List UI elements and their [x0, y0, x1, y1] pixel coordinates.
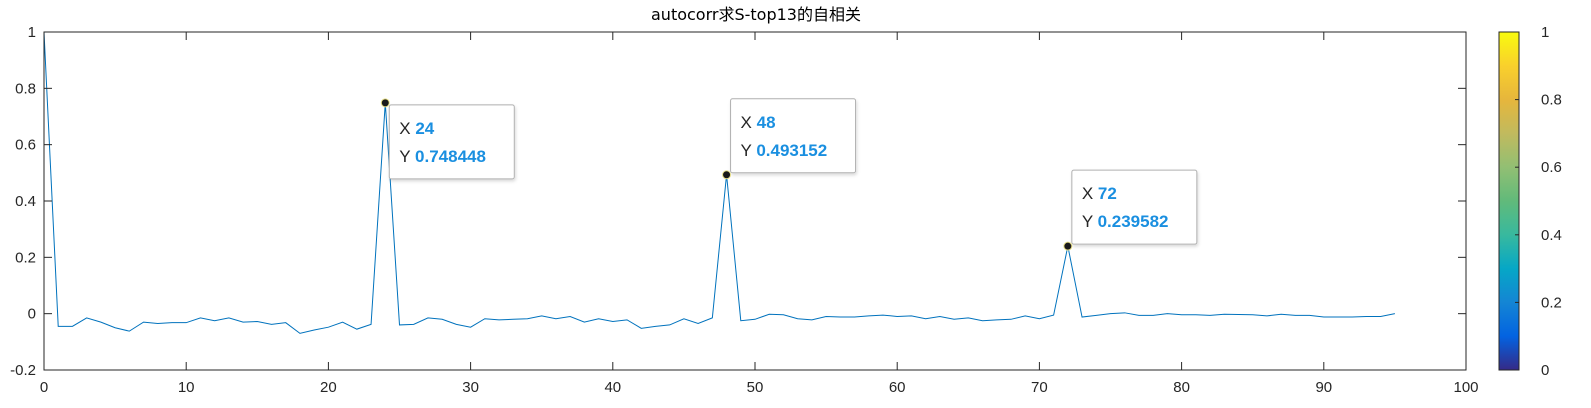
datatip-box — [388, 104, 515, 180]
y-tick-label: 0.2 — [15, 249, 36, 266]
x-tick-label: 50 — [747, 379, 764, 396]
datatip-x-row: X 24 — [399, 119, 435, 138]
datatip-x-label: X — [1082, 184, 1098, 203]
x-tick-label: 80 — [1173, 379, 1190, 396]
axes-layer: 0 10 20 30 40 50 60 70 80 90 100-0.200.20.40.60.81 — [10, 24, 1478, 396]
y-tick-label: 0.4 — [15, 193, 36, 210]
y-tick-label: 0.6 — [15, 137, 36, 154]
datatip: X 48Y 0.493152 — [722, 98, 857, 180]
datatip-x-value: 24 — [415, 119, 434, 138]
x-tick-label: 40 — [604, 379, 621, 396]
x-tick-label: 60 — [889, 379, 906, 396]
datatip-y-value: 0.493152 — [756, 141, 827, 160]
datatip-x-label: X — [399, 119, 415, 138]
y-tick-label: 1 — [28, 24, 36, 41]
datatip-y-label: Y — [741, 141, 757, 160]
datatip-marker — [1063, 241, 1073, 251]
datatip-y-row: Y 0.748448 — [399, 147, 486, 166]
chart-title: autocorr求S-top13的自相关 — [651, 5, 861, 24]
datatip-y-label: Y — [399, 147, 415, 166]
datatip-marker — [380, 98, 390, 108]
datatip-x-label: X — [741, 113, 757, 132]
x-tick-label: 30 — [462, 379, 479, 396]
colorbar-tick-label: 0.8 — [1541, 92, 1562, 109]
y-tick-label: 0 — [28, 306, 36, 323]
plot-area — [44, 32, 1466, 370]
datatip-marker — [722, 170, 732, 180]
datatip-x-value: 48 — [757, 113, 776, 132]
colorbar-tick-label: 0 — [1541, 362, 1549, 379]
series-line-0 — [43, 31, 1395, 334]
x-tick-label: 10 — [178, 379, 195, 396]
datatip-x-row: X 72 — [1082, 184, 1117, 203]
x-tick-label: 20 — [320, 379, 337, 396]
y-tick-label: -0.2 — [10, 362, 36, 379]
colorbar-tick-label: 0.4 — [1541, 227, 1562, 244]
datatip-y-row: Y 0.239582 — [1082, 212, 1169, 231]
datatip-y-value: 0.239582 — [1098, 212, 1169, 231]
datatip-y-row: Y 0.493152 — [741, 141, 828, 160]
x-tick-label: 100 — [1453, 379, 1478, 396]
colorbar-tick-label: 0.2 — [1541, 294, 1562, 311]
colorbar-tick-label: 1 — [1541, 24, 1549, 41]
x-tick-label: 70 — [1031, 379, 1048, 396]
datatip-x-row: X 48 — [741, 113, 776, 132]
x-tick-label: 90 — [1315, 379, 1332, 396]
colorbar: 0 0.2 0.4 0.6 0.8 1 — [1498, 24, 1562, 379]
colorbar-tick-label: 0.6 — [1541, 159, 1562, 176]
data-layer — [43, 31, 1395, 334]
x-tick-label: 0 — [40, 379, 48, 396]
datatip-x-value: 72 — [1098, 184, 1117, 203]
datatip: X 24Y 0.748448 — [380, 98, 515, 180]
datatip-box — [730, 98, 857, 174]
datatip-box — [1071, 169, 1198, 245]
y-tick-label: 0.8 — [15, 80, 36, 97]
colorbar-gradient — [1498, 31, 1520, 371]
datatip-y-value: 0.748448 — [415, 147, 486, 166]
datatip: X 72Y 0.239582 — [1063, 169, 1198, 251]
datatip-y-label: Y — [1082, 212, 1098, 231]
